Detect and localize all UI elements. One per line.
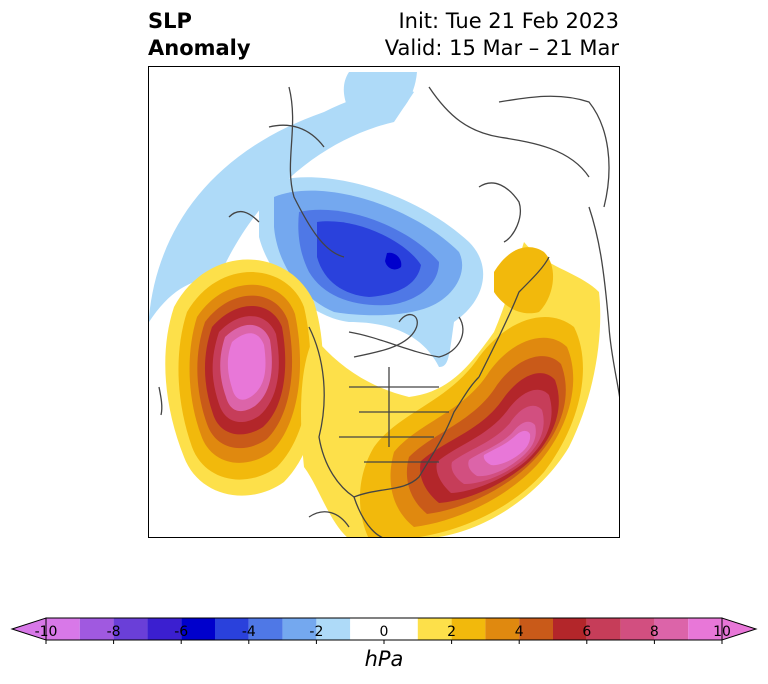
colorbar-bin xyxy=(113,618,148,640)
valid-range: Valid: 15 Mar – 21 Mar xyxy=(384,36,619,60)
colorbar-tick-label: 4 xyxy=(514,624,524,640)
arctic-low-anomaly xyxy=(259,72,484,367)
atlantic-high-anomaly xyxy=(301,242,601,537)
colorbar-bin xyxy=(586,618,621,640)
colorbar-bin xyxy=(485,618,520,640)
colorbar-bin xyxy=(79,618,114,640)
title-variable-line2: Anomaly xyxy=(148,36,251,60)
colorbar xyxy=(10,617,758,644)
coastlines xyxy=(158,86,619,537)
colorbar-tick-label: 10 xyxy=(713,624,731,640)
colorbar-bin xyxy=(46,618,80,640)
map-panel xyxy=(148,66,620,538)
colorbar-tick-label: 2 xyxy=(447,624,457,640)
colorbar-bin xyxy=(282,618,317,640)
colorbar-bin xyxy=(553,618,587,640)
title-variable: SLP Anomaly xyxy=(148,8,251,62)
colorbar-bin xyxy=(316,618,351,640)
colorbar-bin xyxy=(519,618,553,640)
colorbar-bin xyxy=(215,618,249,640)
colorbar-bin xyxy=(688,618,722,640)
colorbar-tick-label: 8 xyxy=(649,624,659,640)
colorbar-tick-label: -2 xyxy=(309,624,324,640)
colorbar-bin xyxy=(620,618,655,640)
colorbar-tick-label: 0 xyxy=(379,624,389,640)
colorbar-tick-label: -4 xyxy=(241,624,256,640)
colorbar-tick-label: 6 xyxy=(582,624,592,640)
colorbar-bin xyxy=(451,618,486,640)
colorbar-tick-label: -8 xyxy=(106,624,121,640)
colorbar-units: hPa xyxy=(364,647,404,671)
title-variable-line1: SLP xyxy=(148,9,192,33)
anomaly-map xyxy=(149,72,619,537)
colorbar-tick-label: -10 xyxy=(34,624,58,640)
colorbar-bin xyxy=(181,618,215,640)
colorbar-tick-label: -6 xyxy=(174,624,189,640)
colorbar-bin xyxy=(417,618,452,640)
colorbar-bin xyxy=(248,618,283,640)
colorbar-bin xyxy=(147,618,182,640)
north-pacific-low-arc xyxy=(149,89,414,322)
colorbar-bin xyxy=(654,618,689,640)
pacific-high-anomaly xyxy=(165,259,323,496)
init-date: Init: Tue 21 Feb 2023 xyxy=(398,9,619,33)
title-dates: Init: Tue 21 Feb 2023 Valid: 15 Mar – 21… xyxy=(385,8,619,62)
colorbar-bin xyxy=(350,618,418,640)
